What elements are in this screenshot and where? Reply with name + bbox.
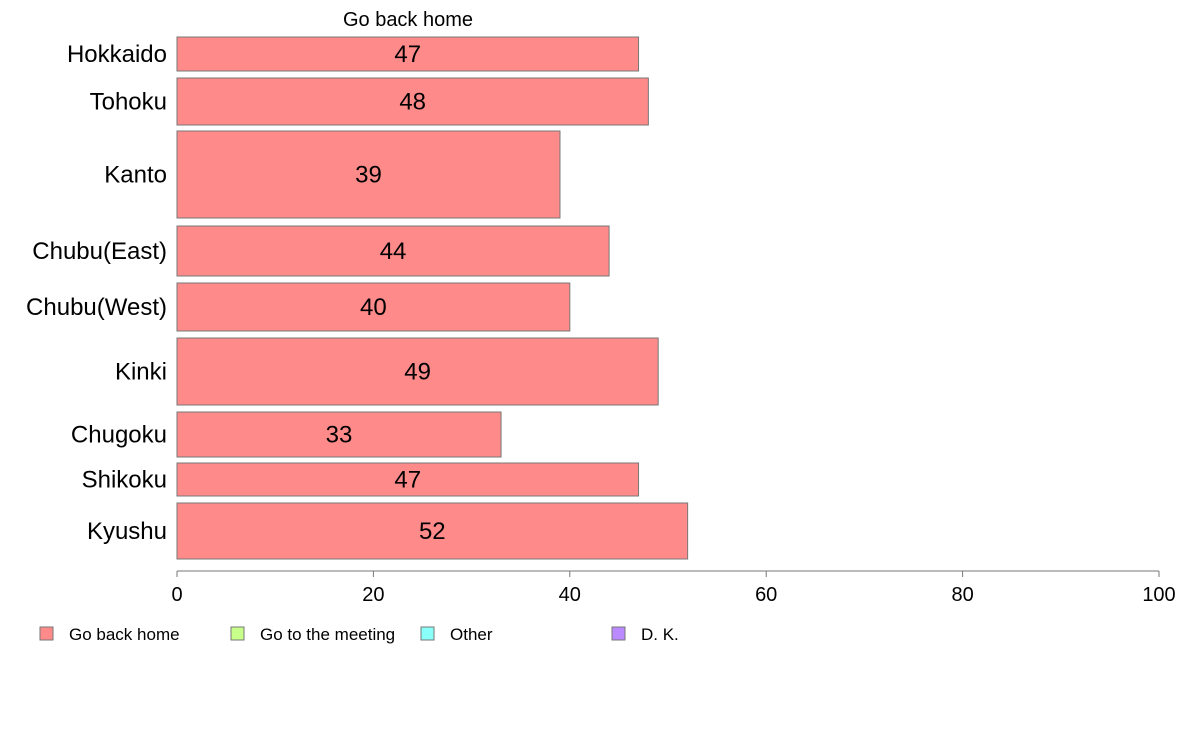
x-axis: 0 20 40 60 80 100: [171, 570, 1176, 606]
legend-swatch: [611, 626, 626, 641]
bar: [176, 225, 610, 277]
legend-label: D. K.: [641, 625, 679, 644]
category-label: Kinki: [115, 359, 167, 386]
bar-value-label: 39: [355, 162, 382, 189]
bar-value-label: 48: [399, 89, 426, 116]
x-tick-label: 0: [171, 584, 182, 606]
legend-label: Other: [450, 625, 493, 644]
category-label: Shikoku: [82, 467, 167, 494]
bar: [176, 77, 649, 126]
legend-swatch: [420, 626, 435, 641]
category-label: Kyushu: [87, 518, 167, 545]
value-labels: 47 48 39 44 40 49 33 47 52: [326, 41, 446, 545]
category-labels: Hokkaido Tohoku Kanto Chubu(East) Chubu(West…: [26, 41, 167, 545]
legend-label: Go to the meeting: [260, 625, 395, 644]
x-tick-label: 20: [362, 584, 384, 606]
category-label: Tohoku: [90, 89, 167, 116]
bar-value-label: 33: [326, 422, 353, 449]
legend-swatch: [230, 626, 245, 641]
bar-value-label: 40: [360, 294, 387, 321]
bar-value-label: 47: [394, 467, 421, 494]
bar: [176, 411, 502, 458]
bar-value-label: 44: [380, 238, 407, 265]
bar-value-label: 47: [394, 41, 421, 68]
x-tick-label: 80: [951, 584, 973, 606]
bar: [176, 337, 659, 406]
bar: [176, 36, 640, 72]
bar-value-label: 49: [404, 359, 431, 386]
bar-value-label: 52: [419, 518, 446, 545]
category-label: Chugoku: [71, 422, 167, 449]
bars-group: [176, 36, 689, 560]
x-tick-label: 100: [1142, 584, 1175, 606]
bar: [176, 462, 640, 497]
series-header: Go back home: [343, 9, 473, 31]
legend: Go back home Go to the meeting Other D. K.: [39, 625, 679, 644]
bar: [176, 282, 571, 332]
category-label: Hokkaido: [67, 41, 167, 68]
legend-label: Go back home: [69, 625, 180, 644]
x-tick-label: 60: [755, 584, 777, 606]
category-label: Kanto: [104, 162, 167, 189]
x-tick-label: 40: [559, 584, 581, 606]
legend-swatch: [39, 626, 54, 641]
bar: [176, 502, 689, 560]
category-label: Chubu(West): [26, 294, 167, 321]
category-label: Chubu(East): [32, 238, 167, 265]
bar: [176, 130, 561, 219]
